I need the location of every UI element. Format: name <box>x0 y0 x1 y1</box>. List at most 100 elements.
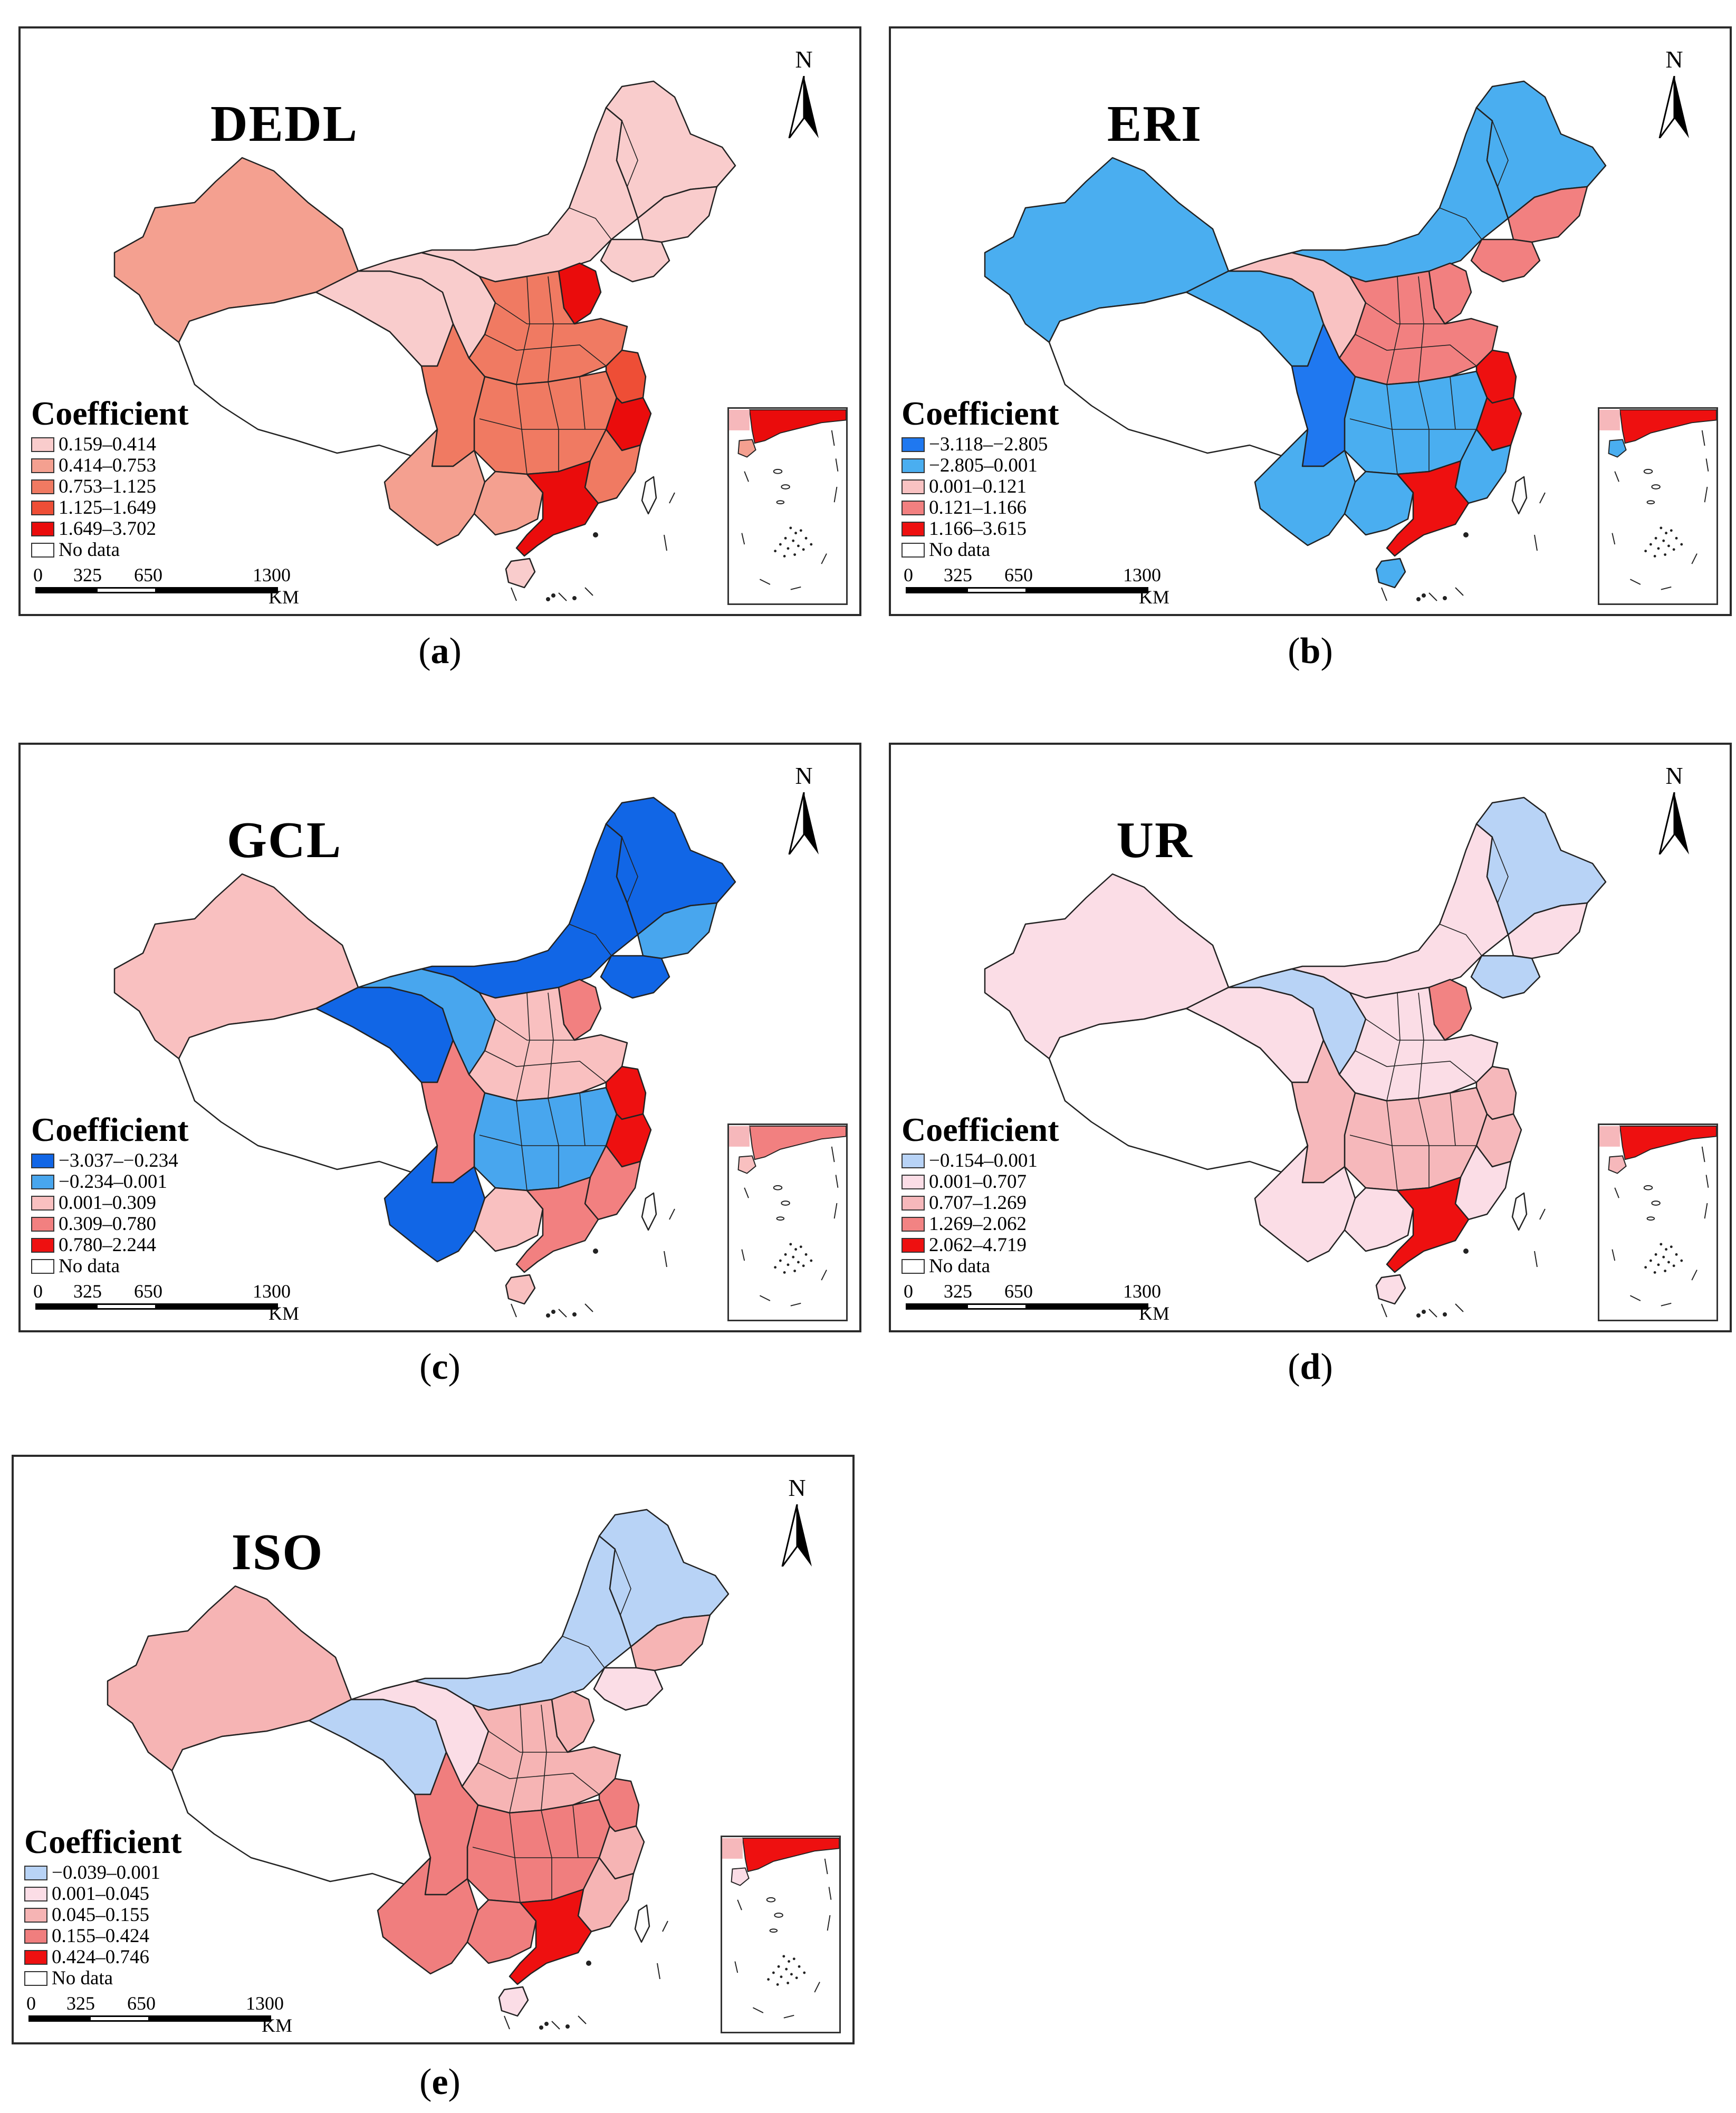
legend-item: 0.309–0.780 <box>31 1214 305 1235</box>
caption-d: (d) <box>1288 1347 1333 1387</box>
legend-label: 0.414–0.753 <box>59 455 156 476</box>
legend-label: No data <box>929 1255 991 1277</box>
region-taiwan <box>641 1192 657 1231</box>
north-arrow-icon <box>788 76 819 138</box>
scale-bar: 0 325 650 1300 KM <box>31 564 327 608</box>
inset-region-guangdong <box>742 1837 839 1872</box>
legend-label: 0.159–0.414 <box>59 434 156 455</box>
map-title: GCL <box>226 812 342 869</box>
legend-item: 0.001–0.121 <box>901 476 1176 497</box>
north-letter: N <box>788 1474 806 1501</box>
region-liaoning <box>600 955 670 999</box>
scale-tick-2: 650 <box>1004 1281 1033 1302</box>
inset-map <box>729 409 846 590</box>
region-north-plain <box>1338 270 1499 386</box>
legend-rows: −0.039–0.001 0.001–0.045 0.045–0.155 0.155–… <box>24 1862 299 1989</box>
legend-item: 0.001–0.707 <box>901 1171 1176 1193</box>
legend-item: 0.707–1.269 <box>901 1193 1176 1214</box>
caption-b: (b) <box>1288 631 1333 671</box>
legend-title: Coefficient <box>31 1111 189 1148</box>
choropleth-map <box>984 80 1607 601</box>
legend-swatch <box>31 1259 54 1274</box>
scale-bar: 0 325 650 1300 KM <box>31 1280 327 1324</box>
legend-item: No data <box>901 1256 1176 1277</box>
caption-a: (a) <box>418 631 462 671</box>
region-guangxi <box>473 470 544 536</box>
legend-item: 0.001–0.045 <box>24 1884 299 1905</box>
legend: Coefficient −3.037–−0.234 −0.234–0.001 0.0… <box>31 1111 305 1277</box>
scale-segment <box>35 587 96 593</box>
legend-rows: −3.118–−2.805 −2.805–0.001 0.001–0.121 0.12… <box>901 434 1176 561</box>
legend-label: 0.753–1.125 <box>59 476 156 497</box>
province-borders <box>479 837 638 1191</box>
north-arrow: N <box>1656 45 1709 151</box>
legend-swatch <box>24 1950 47 1965</box>
scale-unit: KM <box>1139 1303 1170 1324</box>
sea-islands <box>511 1208 675 1318</box>
legend-swatch <box>901 458 925 473</box>
map-panel-b: ERI N Coefficient −3.118–−2.805 −2.805–0.… <box>889 26 1732 616</box>
legend-title: Coefficient <box>901 395 1059 432</box>
map-title: UR <box>1116 812 1193 869</box>
legend-swatch <box>901 522 925 536</box>
scale-tick-3: 1300 <box>1123 1281 1161 1302</box>
legend-label: No data <box>59 539 120 561</box>
legend-item: −0.039–0.001 <box>24 1862 299 1884</box>
region-guangdong <box>515 460 599 557</box>
legend-swatch <box>901 1217 925 1232</box>
caption-e: (e) <box>419 2062 461 2102</box>
scale-unit: KM <box>1139 587 1170 608</box>
inset-region-guangxi <box>1599 409 1620 430</box>
region-liaoning <box>600 238 670 283</box>
inset-map <box>729 1125 846 1307</box>
legend-label: No data <box>52 1967 113 1989</box>
north-letter: N <box>795 46 813 73</box>
province-regions <box>113 80 736 589</box>
inset-region-guangxi <box>722 1838 743 1859</box>
legend-item: −0.234–0.001 <box>31 1171 305 1193</box>
legend-item: 0.424–0.746 <box>24 1947 299 1968</box>
inset-map <box>1599 1125 1716 1307</box>
legend: Coefficient 0.159–0.414 0.414–0.753 0.753–… <box>31 395 305 561</box>
legend-swatch <box>901 479 925 494</box>
legend-label: 0.001–0.045 <box>52 1883 149 1905</box>
legend-label: 1.649–3.702 <box>59 518 156 540</box>
scale-segment <box>157 1303 278 1310</box>
legend-swatch <box>901 1196 925 1211</box>
province-regions <box>984 80 1607 589</box>
legend-swatch <box>24 1866 47 1880</box>
legend-swatch <box>31 543 54 558</box>
legend: Coefficient −3.118–−2.805 −2.805–0.001 0.0… <box>901 395 1176 561</box>
legend-swatch <box>901 501 925 515</box>
legend-label: −0.154–0.001 <box>929 1150 1038 1171</box>
scale-tick-0: 0 <box>26 1993 36 2014</box>
scale-graphic <box>35 587 278 593</box>
scale-tick-0: 0 <box>904 1281 913 1302</box>
inset-region-hainan <box>731 1867 750 1886</box>
region-guangdong <box>1386 460 1470 557</box>
map-title: DEDL <box>210 95 359 152</box>
legend-rows: −0.154–0.001 0.001–0.707 0.707–1.269 1.269–… <box>901 1150 1176 1277</box>
legend-swatch <box>901 1259 925 1274</box>
region-taiwan <box>641 476 657 515</box>
scale-tick-3: 1300 <box>246 1993 284 2014</box>
scale-segment <box>89 2015 150 2022</box>
legend-swatch <box>901 437 925 452</box>
map-panel-e: ISO N Coefficient −0.039–0.001 0.001–0.04… <box>12 1455 855 2044</box>
choropleth-map <box>107 1509 730 2030</box>
inset-region-guangxi <box>729 1126 750 1147</box>
legend-label: 0.780–2.244 <box>59 1234 156 1256</box>
legend-swatch <box>24 1908 47 1923</box>
scale-segment <box>966 1303 1027 1310</box>
map-panel-c: GCL N Coefficient −3.037–−0.234 −0.234–0.… <box>18 743 861 1332</box>
scale-segment <box>157 587 278 593</box>
scale-tick-2: 650 <box>1004 564 1033 585</box>
scale-tick-1: 325 <box>944 1281 972 1302</box>
legend: Coefficient −0.154–0.001 0.001–0.707 0.707… <box>901 1111 1176 1277</box>
legend-swatch <box>31 458 54 473</box>
legend-item: 1.269–2.062 <box>901 1214 1176 1235</box>
legend-label: −3.037–−0.234 <box>59 1150 178 1171</box>
legend-item: −3.037–−0.234 <box>31 1150 305 1171</box>
scale-unit: KM <box>268 1303 300 1324</box>
region-guangdong <box>1386 1176 1470 1273</box>
